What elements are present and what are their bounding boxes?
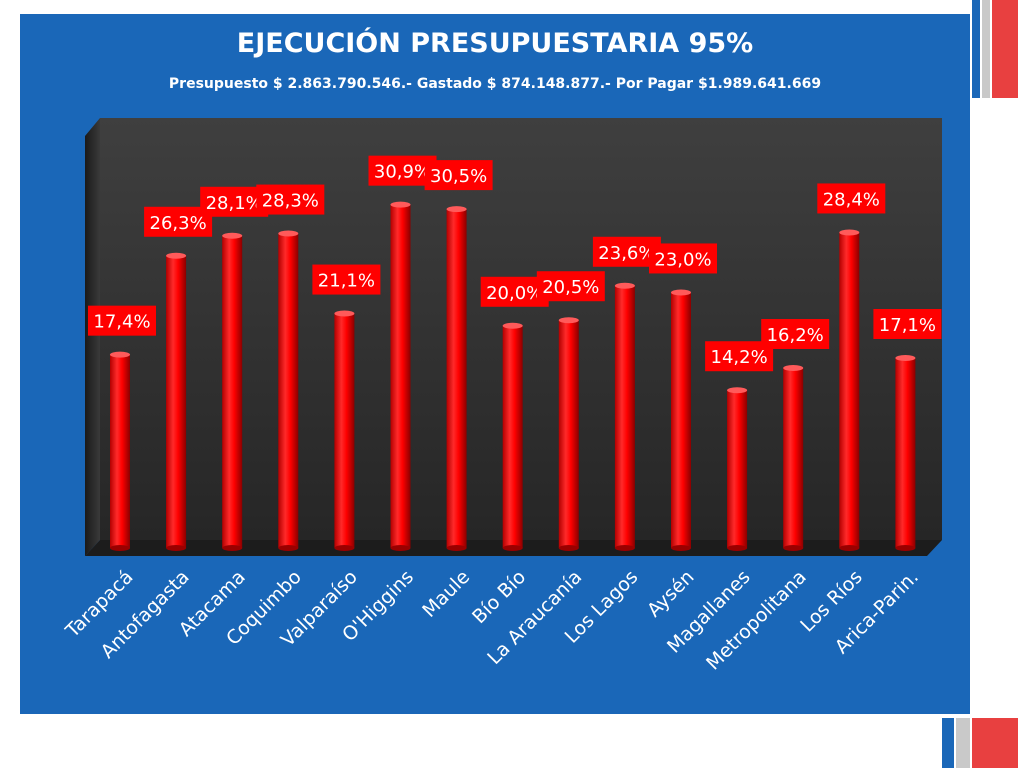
data-label: 20,5% — [536, 271, 605, 302]
x-tick-label: Maule — [418, 566, 474, 622]
plot-side-wall — [85, 118, 100, 556]
slide-subtitle: Presupuesto $ 2.863.790.546.- Gastado $ … — [168, 76, 822, 92]
svg-text:20,5%: 20,5% — [542, 277, 599, 298]
bar — [110, 351, 130, 551]
svg-text:28,4%: 28,4% — [823, 189, 880, 210]
bar — [671, 289, 691, 551]
svg-text:26,3%: 26,3% — [150, 213, 207, 234]
svg-text:14,2%: 14,2% — [711, 347, 768, 368]
bar — [390, 201, 411, 551]
bar — [502, 322, 523, 551]
svg-text:28,3%: 28,3% — [262, 191, 319, 212]
svg-text:23,0%: 23,0% — [654, 249, 711, 270]
data-label: 28,4% — [817, 183, 886, 214]
data-label: 16,2% — [761, 319, 830, 349]
x-tick-label: Metropolitana — [702, 566, 811, 675]
svg-text:17,4%: 17,4% — [93, 312, 150, 333]
bar — [839, 229, 860, 551]
data-label: 17,4% — [88, 305, 156, 336]
corner-accent-bottom — [942, 718, 1018, 768]
svg-text:30,9%: 30,9% — [374, 162, 431, 183]
svg-text:20,0%: 20,0% — [486, 283, 543, 304]
data-label: 28,3% — [256, 184, 325, 215]
bar — [222, 232, 243, 551]
data-label: 23,0% — [649, 243, 717, 274]
bar — [166, 252, 187, 551]
data-label: 21,1% — [312, 264, 381, 295]
svg-text:21,1%: 21,1% — [318, 271, 375, 292]
bar — [446, 206, 467, 551]
slide-title: EJECUCIÓN PRESUPUESTARIA 95% — [236, 28, 754, 59]
bar — [334, 310, 355, 551]
data-label: 30,5% — [424, 160, 493, 191]
bar — [278, 230, 299, 551]
bar — [558, 317, 579, 551]
data-label: 14,2% — [705, 341, 774, 372]
svg-text:23,6%: 23,6% — [598, 243, 655, 264]
bar — [783, 365, 804, 551]
svg-text:16,2%: 16,2% — [767, 325, 824, 346]
x-tick-label: Aysén — [643, 566, 699, 622]
data-label: 17,1% — [873, 309, 942, 339]
bar — [727, 387, 748, 551]
svg-text:17,1%: 17,1% — [879, 315, 936, 336]
bar — [895, 355, 916, 551]
svg-text:28,1%: 28,1% — [206, 193, 263, 214]
data-label: 23,6% — [592, 236, 661, 267]
svg-text:30,5%: 30,5% — [430, 166, 487, 187]
corner-accent-top — [972, 0, 1018, 98]
bar — [614, 282, 635, 551]
